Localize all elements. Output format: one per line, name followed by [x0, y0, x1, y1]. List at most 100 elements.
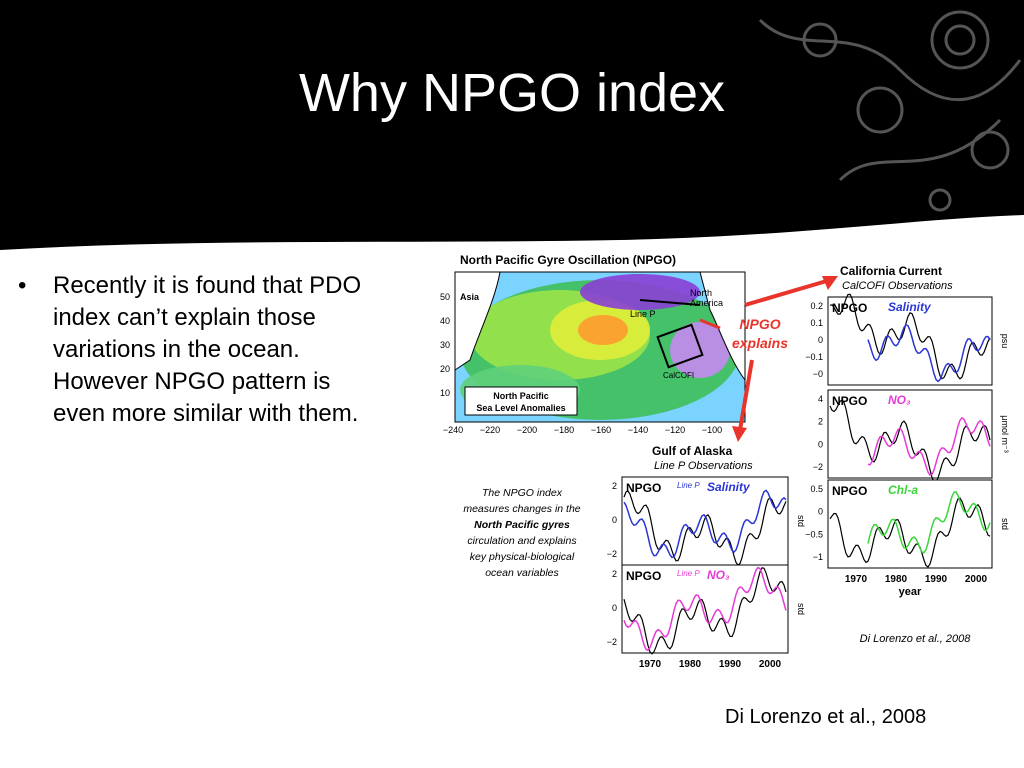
tick-label: 20 — [440, 364, 450, 374]
tick-label: −0.1 — [805, 352, 823, 362]
land — [454, 271, 501, 371]
calcofi-box — [656, 323, 704, 369]
panel-title: Gulf of Alaska — [652, 444, 733, 458]
label: Line P — [677, 481, 700, 490]
label: NO₃ — [707, 568, 730, 582]
tick-label: 40 — [440, 316, 450, 326]
label: North — [690, 288, 712, 298]
arrow — [744, 278, 831, 307]
tick-label: 0.2 — [810, 301, 823, 311]
series-line — [829, 293, 991, 380]
label: NPGO — [739, 316, 780, 332]
tick-label: −160 — [591, 425, 611, 435]
arrow-head — [822, 276, 838, 290]
label: Chl-a — [888, 483, 918, 497]
map-title: North Pacific Gyre Oscillation (NPGO) — [460, 253, 676, 267]
series-line — [623, 566, 787, 652]
label: America — [690, 298, 723, 308]
tick-label: −120 — [665, 425, 685, 435]
slide-title: Why NPGO index — [298, 63, 726, 123]
unit-label: std — [1000, 518, 1010, 530]
anomaly-blob — [580, 274, 700, 310]
tick-label: 0 — [818, 507, 823, 517]
label: CalCOFI — [663, 371, 694, 380]
panel-title: California Current — [840, 264, 942, 278]
caption-line: North Pacific gyres — [474, 519, 570, 531]
panel-frame — [827, 389, 993, 479]
label: NO₃ — [888, 393, 911, 407]
axis-label: year — [899, 586, 922, 598]
figure-citation: Di Lorenzo et al., 2008 — [860, 633, 972, 645]
label: NPGO — [626, 481, 661, 495]
caption-line: The NPGO index — [482, 487, 563, 499]
series-line — [867, 416, 991, 477]
land — [699, 271, 746, 382]
line-p — [639, 299, 701, 306]
label: explains — [732, 335, 788, 351]
tick-label: 10 — [440, 388, 450, 398]
label: NPGO — [832, 301, 867, 315]
tick-label: 1980 — [885, 574, 908, 585]
tick-label: 1990 — [925, 574, 948, 585]
label: Salinity — [707, 480, 751, 494]
panel-frame — [621, 476, 789, 566]
panel-subtitle: Line P Observations — [654, 460, 753, 472]
tick-label: −240 — [443, 425, 463, 435]
unit-label: psu — [1000, 334, 1010, 349]
caption-line: key physical-biological — [470, 551, 575, 563]
label: Asia — [460, 292, 480, 302]
pointer — [699, 318, 721, 330]
series-line — [623, 490, 787, 567]
tick-label: 4 — [818, 394, 823, 404]
tick-label: 2 — [818, 417, 823, 427]
label: Line P — [677, 569, 700, 578]
tick-label: 0 — [612, 515, 617, 525]
label: NPGO — [832, 484, 867, 498]
tick-label: −220 — [480, 425, 500, 435]
unit-label: std — [796, 515, 806, 527]
tick-label: 2 — [612, 481, 617, 491]
tick-label: 30 — [440, 340, 450, 350]
tick-label: 0 — [818, 335, 823, 345]
panel-subtitle: CalCOFI Observations — [842, 280, 953, 292]
label: NPGO — [832, 394, 867, 408]
citation: Di Lorenzo et al., 2008 — [725, 706, 927, 728]
tick-label: 1970 — [845, 574, 868, 585]
unit-label: μmol m⁻³ — [1000, 415, 1010, 452]
tick-label: −0 — [813, 369, 823, 379]
tick-label: 2000 — [759, 659, 782, 670]
label: Line P — [630, 309, 656, 319]
tick-label: −2 — [813, 462, 823, 472]
caption-line: measures changes in the — [463, 503, 580, 515]
legend-box — [464, 386, 578, 416]
tick-label: 1990 — [719, 659, 742, 670]
series-line — [623, 489, 787, 559]
tick-label: 0.5 — [810, 484, 823, 494]
header-band — [0, 0, 1024, 250]
tick-label: 50 — [440, 292, 450, 302]
tick-label: 2 — [612, 569, 617, 579]
tick-label: 0 — [612, 603, 617, 613]
series-line — [829, 399, 991, 483]
label: NPGO — [626, 569, 661, 583]
tick-label: −180 — [554, 425, 574, 435]
caption-line: ocean variables — [485, 567, 559, 579]
tick-label: −100 — [702, 425, 722, 435]
tick-label: 1980 — [679, 659, 702, 670]
tick-label: 0 — [818, 439, 823, 449]
tick-label: −200 — [517, 425, 537, 435]
series-line — [867, 323, 991, 383]
series-line — [867, 491, 991, 554]
anomaly-blob — [578, 315, 628, 345]
series-line — [829, 497, 991, 568]
label: Salinity — [888, 300, 932, 314]
bullet: Recently it is found that PDO index can’… — [18, 270, 383, 430]
arrow — [738, 359, 754, 431]
figure: North Pacific Gyre Oscillation (NPGO) Asi… — [440, 253, 1010, 670]
tick-label: 2000 — [965, 574, 988, 585]
tick-label: −2 — [607, 549, 617, 559]
label: Sea Level Anomalies — [476, 403, 565, 413]
series-line — [623, 567, 787, 655]
tick-label: −2 — [607, 637, 617, 647]
